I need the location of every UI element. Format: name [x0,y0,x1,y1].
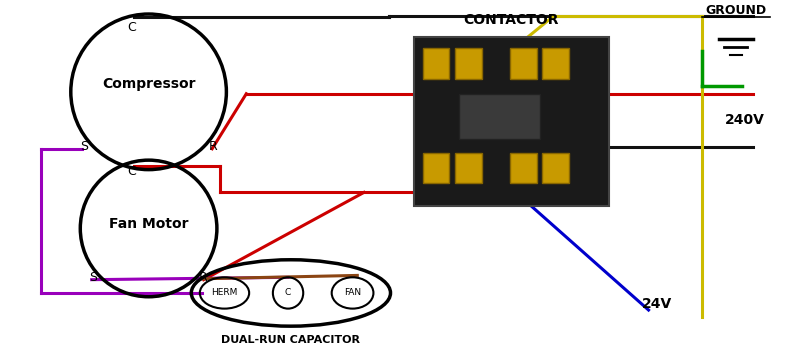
Text: CONTACTOR: CONTACTOR [464,13,559,27]
Text: R: R [209,140,218,154]
FancyBboxPatch shape [455,152,482,183]
FancyBboxPatch shape [455,48,482,79]
Text: C: C [127,165,136,178]
FancyBboxPatch shape [459,94,541,139]
Text: 24V: 24V [642,297,672,311]
FancyBboxPatch shape [422,48,450,79]
FancyBboxPatch shape [542,48,569,79]
FancyBboxPatch shape [510,48,537,79]
FancyBboxPatch shape [510,152,537,183]
Text: Fan Motor: Fan Motor [109,217,188,231]
Text: 240V: 240V [725,113,764,127]
FancyBboxPatch shape [542,152,569,183]
Text: FAN: FAN [344,288,361,297]
Text: GROUND: GROUND [706,4,766,17]
Text: Compressor: Compressor [102,77,195,91]
Text: R: R [199,271,208,284]
FancyBboxPatch shape [414,37,609,206]
Text: HERM: HERM [211,288,238,297]
Text: S: S [90,271,98,284]
Text: C: C [127,21,136,34]
Text: C: C [285,288,291,297]
Text: DUAL-RUN CAPACITOR: DUAL-RUN CAPACITOR [222,335,360,345]
FancyBboxPatch shape [422,152,450,183]
Text: S: S [80,140,88,154]
